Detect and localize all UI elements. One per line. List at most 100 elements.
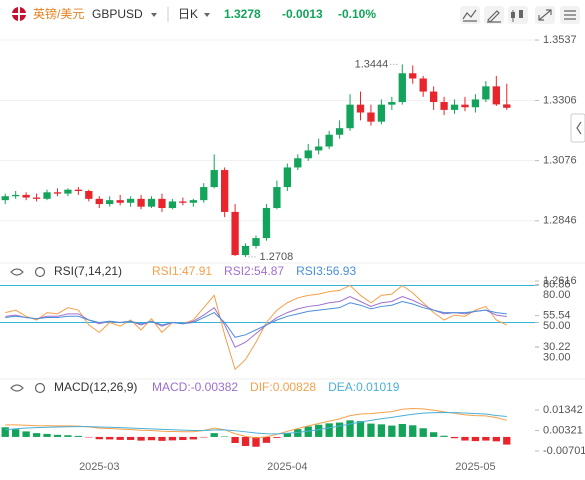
gear-icon[interactable] xyxy=(34,266,46,278)
histogram-bar xyxy=(64,435,72,437)
candle-body xyxy=(294,158,302,168)
histogram-bar xyxy=(210,433,218,437)
y-tick-label: 1.3537 xyxy=(543,34,577,46)
candle-body xyxy=(179,201,187,203)
histogram-bar xyxy=(241,436,250,446)
histogram-bar xyxy=(12,429,20,437)
histogram-bar xyxy=(429,432,438,437)
candle-body xyxy=(398,73,406,103)
histogram-bar xyxy=(388,425,396,437)
indicator-line xyxy=(5,300,507,338)
histogram-bar xyxy=(22,431,30,437)
settings-icon xyxy=(564,10,576,20)
histogram-bar xyxy=(356,421,365,437)
y-tick-label: 1.2616 xyxy=(543,275,577,287)
candle-body xyxy=(419,78,427,92)
y-tick-label: 1.3306 xyxy=(543,94,577,106)
candle-body xyxy=(429,91,438,103)
histogram-bar xyxy=(304,426,312,437)
histogram-bar xyxy=(147,436,156,441)
histogram-bar xyxy=(461,436,469,441)
histogram-bar xyxy=(95,436,103,440)
eye-icon[interactable] xyxy=(10,268,24,276)
histogram-bar xyxy=(168,436,177,441)
y-tick-label: 50.00 xyxy=(543,320,571,332)
histogram-bar xyxy=(450,436,459,439)
candle-body xyxy=(95,198,103,205)
candle-body xyxy=(158,198,166,208)
candle-body xyxy=(346,104,354,129)
toolbar xyxy=(460,6,580,24)
histogram-bar xyxy=(325,423,333,437)
candle-icon xyxy=(511,12,515,18)
histogram-bar xyxy=(252,436,260,447)
y-tick-label: 30.22 xyxy=(543,341,571,353)
histogram-bar xyxy=(158,436,166,441)
collapse-button[interactable] xyxy=(570,113,585,143)
eye-icon[interactable] xyxy=(10,384,24,392)
y-tick-label: 0.00321 xyxy=(543,424,583,436)
macd-icons xyxy=(10,382,46,394)
y-tick-label: 80.00 xyxy=(543,289,571,301)
histogram-bar xyxy=(74,435,83,437)
candle-body xyxy=(200,187,208,201)
histogram-bar xyxy=(283,432,292,437)
histogram-bar xyxy=(409,425,417,437)
pair-symbol: GBPUSD xyxy=(92,7,143,21)
candle-body xyxy=(356,104,365,113)
histogram-bar xyxy=(126,436,135,440)
candle-body xyxy=(471,99,480,108)
y-tick-label: 55.54 xyxy=(543,310,571,322)
histogram-bar xyxy=(179,436,187,441)
pair-name: 英镑/美元 xyxy=(33,6,84,21)
candle-body xyxy=(32,197,41,199)
indicator-icon xyxy=(462,9,477,22)
histogram-bar xyxy=(315,424,323,437)
legend-entry: RSI3:56.93 xyxy=(296,264,356,278)
indicator-title: MACD(12,26,9) xyxy=(54,380,137,394)
indicator-line xyxy=(5,411,507,435)
change: -0.0013 xyxy=(282,7,323,21)
candle-body xyxy=(106,200,114,205)
histogram-bar xyxy=(273,436,281,438)
candle-body xyxy=(126,198,135,203)
candle-body xyxy=(137,198,145,207)
legend-entry: DEA:0.01019 xyxy=(328,380,400,394)
histogram-bar xyxy=(189,436,197,440)
candle-body xyxy=(168,201,177,208)
dropdown-arrow[interactable] xyxy=(204,13,210,17)
candle-body xyxy=(325,134,333,147)
candle-body xyxy=(220,170,229,212)
candle-body xyxy=(335,128,344,135)
histogram-bar xyxy=(419,428,427,437)
gear-icon[interactable] xyxy=(34,382,46,394)
candle-body xyxy=(315,146,323,151)
candle-body xyxy=(74,189,83,191)
legend-entry: RSI1:47.91 xyxy=(152,264,212,278)
histogram-bar xyxy=(471,436,480,442)
period: 日K xyxy=(178,7,198,21)
histogram-bar xyxy=(53,434,62,437)
flag-icon xyxy=(12,7,26,21)
histogram-bar xyxy=(32,433,41,437)
high-annotation: 1.3444 xyxy=(355,58,389,70)
candle-body xyxy=(116,200,124,203)
candle-body xyxy=(210,170,218,188)
candle-body xyxy=(283,167,292,188)
candle-body xyxy=(304,150,312,159)
candle-body xyxy=(388,102,396,105)
y-tick-label: 1.3076 xyxy=(543,155,577,167)
candle-body xyxy=(367,112,375,122)
candle-body xyxy=(450,104,459,110)
draw-button[interactable] xyxy=(484,6,504,24)
histogram-bar xyxy=(43,433,51,437)
low-annotation: 1.2708 xyxy=(260,251,294,263)
histogram-bar xyxy=(367,423,375,437)
histogram-bar xyxy=(231,436,239,443)
candle-body xyxy=(461,104,469,108)
rsi-icons xyxy=(10,266,46,278)
histogram-bar xyxy=(294,429,302,437)
dropdown-arrow[interactable] xyxy=(151,13,157,17)
